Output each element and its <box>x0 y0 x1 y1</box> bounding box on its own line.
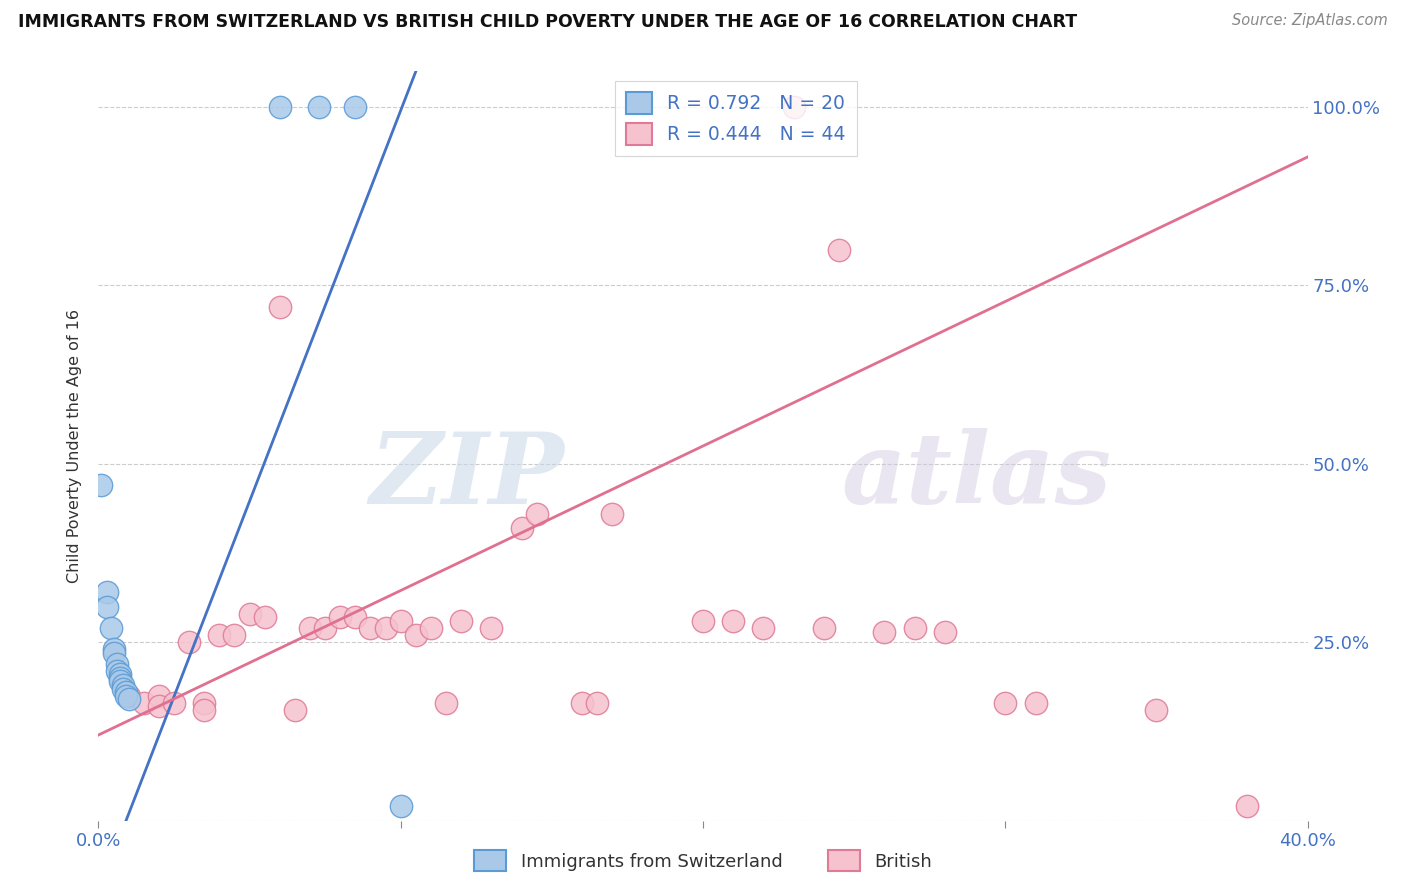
Point <box>571 696 593 710</box>
Point <box>783 100 806 114</box>
Point <box>208 628 231 642</box>
Point <box>163 696 186 710</box>
Point <box>108 671 131 685</box>
Point <box>344 610 367 624</box>
Point <box>148 699 170 714</box>
Point <box>111 681 134 696</box>
Point <box>314 621 336 635</box>
Point <box>239 607 262 621</box>
Point <box>253 610 276 624</box>
Point <box>96 585 118 599</box>
Point <box>602 507 624 521</box>
Point <box>269 100 291 114</box>
Point <box>510 521 533 535</box>
Point <box>90 478 112 492</box>
Point <box>114 689 136 703</box>
Point <box>103 642 125 657</box>
Legend: R = 0.792   N = 20, R = 0.444   N = 44: R = 0.792 N = 20, R = 0.444 N = 44 <box>614 81 856 156</box>
Point <box>1236 799 1258 814</box>
Point <box>420 621 443 635</box>
Point <box>111 678 134 692</box>
Point <box>100 621 122 635</box>
Point <box>105 664 128 678</box>
Text: ZIP: ZIP <box>368 428 564 524</box>
Text: IMMIGRANTS FROM SWITZERLAND VS BRITISH CHILD POVERTY UNDER THE AGE OF 16 CORRELA: IMMIGRANTS FROM SWITZERLAND VS BRITISH C… <box>18 13 1077 31</box>
Point <box>118 689 141 703</box>
Point <box>873 624 896 639</box>
Point <box>193 696 215 710</box>
Point <box>114 685 136 699</box>
Point <box>132 696 155 710</box>
Point <box>389 614 412 628</box>
Point <box>193 703 215 717</box>
Text: atlas: atlas <box>842 428 1112 524</box>
Point <box>904 621 927 635</box>
Point <box>374 621 396 635</box>
Point <box>692 614 714 628</box>
Point <box>723 614 745 628</box>
Point <box>813 621 835 635</box>
Point <box>329 610 352 624</box>
Point <box>828 243 851 257</box>
Point <box>481 621 503 635</box>
Point <box>586 696 609 710</box>
Point <box>934 624 956 639</box>
Point <box>105 657 128 671</box>
Point <box>308 100 330 114</box>
Point <box>224 628 246 642</box>
Text: Source: ZipAtlas.com: Source: ZipAtlas.com <box>1232 13 1388 29</box>
Point <box>269 300 291 314</box>
Point <box>96 599 118 614</box>
Point <box>994 696 1017 710</box>
Point <box>434 696 457 710</box>
Legend: Immigrants from Switzerland, British: Immigrants from Switzerland, British <box>467 843 939 879</box>
Point <box>179 635 201 649</box>
Point <box>752 621 775 635</box>
Point <box>148 689 170 703</box>
Point <box>1024 696 1046 710</box>
Point <box>526 507 548 521</box>
Point <box>344 100 367 114</box>
Point <box>108 667 131 681</box>
Point <box>450 614 472 628</box>
Point <box>299 621 322 635</box>
Y-axis label: Child Poverty Under the Age of 16: Child Poverty Under the Age of 16 <box>67 309 83 583</box>
Point <box>360 621 382 635</box>
Point <box>103 646 125 660</box>
Point <box>405 628 427 642</box>
Point <box>284 703 307 717</box>
Point <box>1144 703 1167 717</box>
Point <box>389 799 412 814</box>
Point <box>118 692 141 706</box>
Point <box>108 674 131 689</box>
